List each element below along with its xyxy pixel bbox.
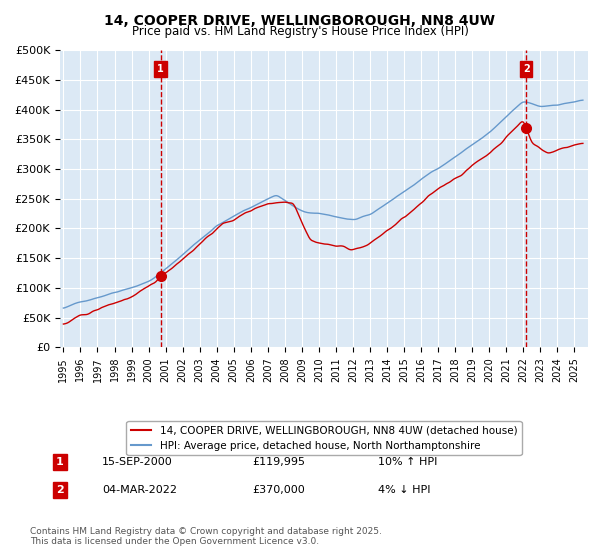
Text: £119,995: £119,995 bbox=[252, 457, 305, 467]
Text: 2: 2 bbox=[523, 64, 530, 74]
Legend: 14, COOPER DRIVE, WELLINGBOROUGH, NN8 4UW (detached house), HPI: Average price, : 14, COOPER DRIVE, WELLINGBOROUGH, NN8 4U… bbox=[127, 421, 521, 455]
Text: £370,000: £370,000 bbox=[252, 485, 305, 495]
Text: 10% ↑ HPI: 10% ↑ HPI bbox=[378, 457, 437, 467]
Text: 14, COOPER DRIVE, WELLINGBOROUGH, NN8 4UW: 14, COOPER DRIVE, WELLINGBOROUGH, NN8 4U… bbox=[104, 14, 496, 28]
Text: 15-SEP-2000: 15-SEP-2000 bbox=[102, 457, 173, 467]
Text: 04-MAR-2022: 04-MAR-2022 bbox=[102, 485, 177, 495]
Text: Price paid vs. HM Land Registry's House Price Index (HPI): Price paid vs. HM Land Registry's House … bbox=[131, 25, 469, 38]
Text: 1: 1 bbox=[157, 64, 164, 74]
Text: 1: 1 bbox=[56, 457, 64, 467]
Text: 2: 2 bbox=[56, 485, 64, 495]
Text: Contains HM Land Registry data © Crown copyright and database right 2025.
This d: Contains HM Land Registry data © Crown c… bbox=[30, 526, 382, 546]
Text: 4% ↓ HPI: 4% ↓ HPI bbox=[378, 485, 431, 495]
